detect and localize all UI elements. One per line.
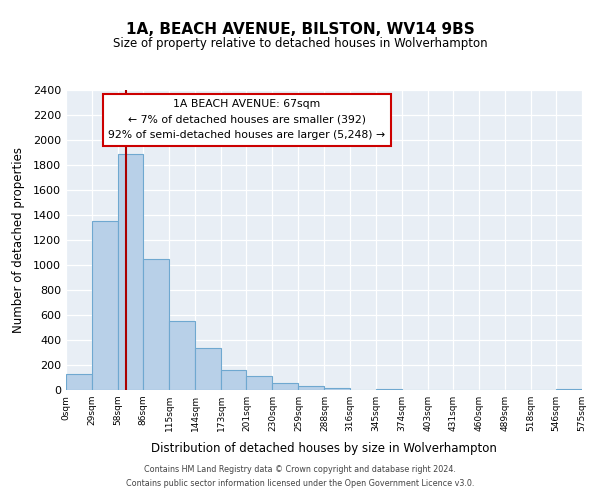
Bar — [66, 374, 92, 390]
Bar — [221, 370, 247, 390]
Bar — [298, 386, 325, 390]
Bar — [556, 389, 582, 390]
Bar — [247, 376, 272, 390]
Bar — [325, 388, 350, 390]
Bar — [118, 154, 143, 390]
Bar — [92, 221, 118, 390]
Text: Size of property relative to detached houses in Wolverhampton: Size of property relative to detached ho… — [113, 38, 487, 51]
Y-axis label: Number of detached properties: Number of detached properties — [11, 147, 25, 333]
Text: Contains HM Land Registry data © Crown copyright and database right 2024.
Contai: Contains HM Land Registry data © Crown c… — [126, 466, 474, 487]
X-axis label: Distribution of detached houses by size in Wolverhampton: Distribution of detached houses by size … — [151, 442, 497, 456]
Bar — [272, 382, 298, 390]
Bar — [143, 259, 169, 390]
Bar — [195, 348, 221, 390]
Text: 1A BEACH AVENUE: 67sqm
← 7% of detached houses are smaller (392)
92% of semi-det: 1A BEACH AVENUE: 67sqm ← 7% of detached … — [108, 99, 385, 140]
Text: 1A, BEACH AVENUE, BILSTON, WV14 9BS: 1A, BEACH AVENUE, BILSTON, WV14 9BS — [125, 22, 475, 38]
Bar — [169, 322, 195, 390]
